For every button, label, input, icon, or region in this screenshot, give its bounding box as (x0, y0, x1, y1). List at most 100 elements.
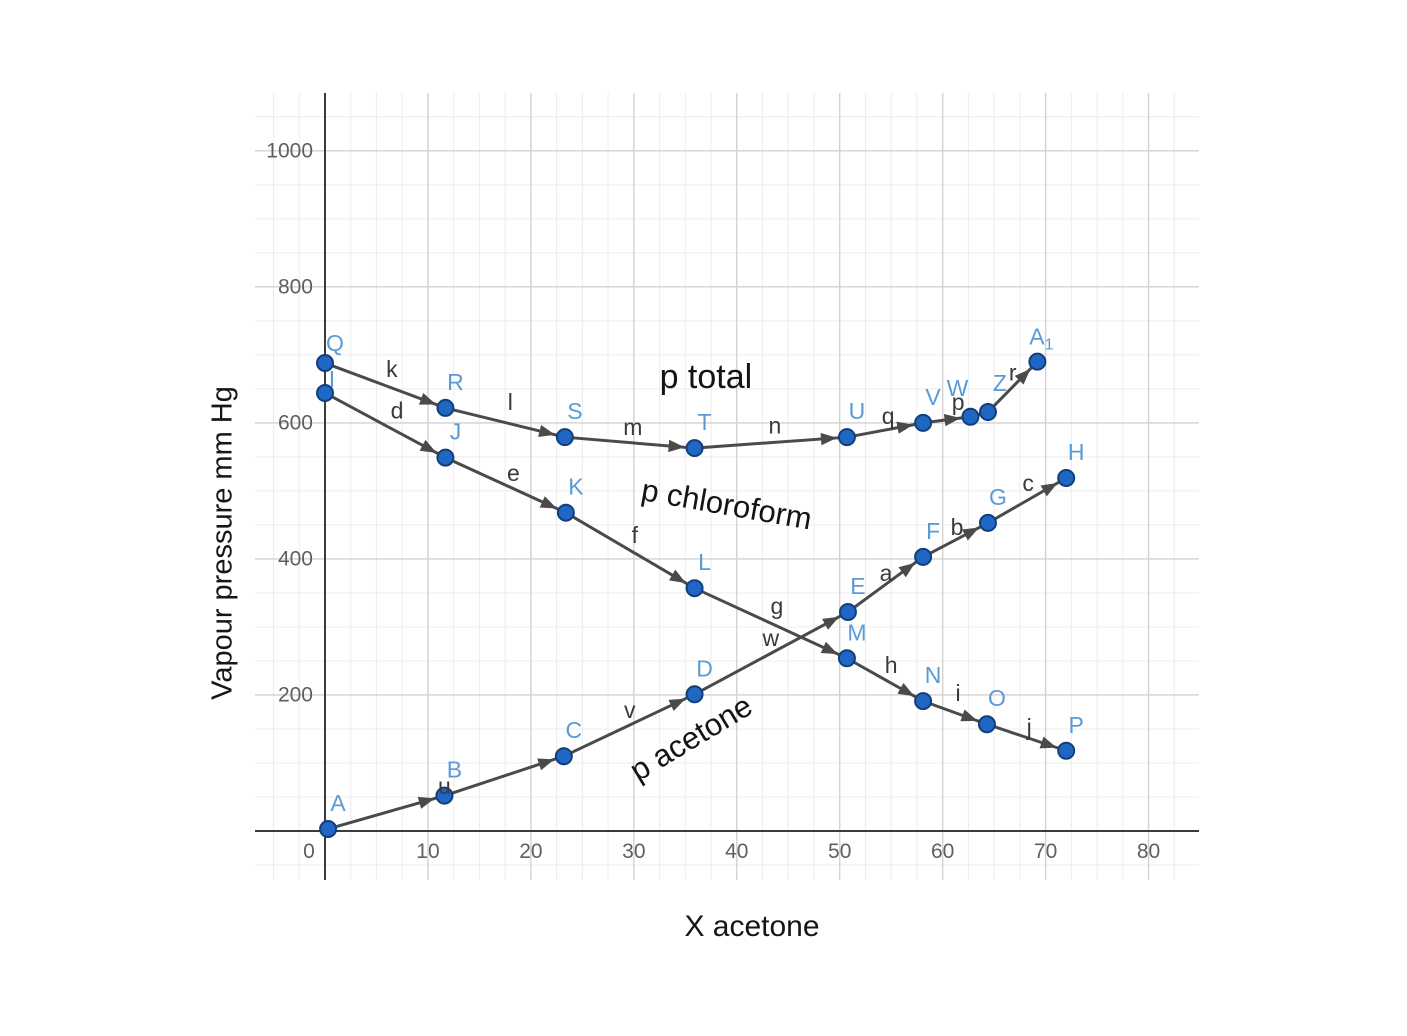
data-point-N (914, 692, 933, 711)
segment-label-j: j (1026, 714, 1032, 740)
data-point-L (685, 579, 704, 598)
data-point-I (316, 383, 335, 402)
point-label-V: V (925, 384, 941, 410)
data-point-Q (316, 354, 335, 373)
data-point-G (978, 513, 997, 532)
data-point-H (1057, 468, 1076, 487)
point-label-M: M (847, 619, 866, 645)
x-tick-label: 40 (725, 840, 748, 863)
segment-label-e: e (507, 460, 520, 486)
y-axis-title: Vapour pressure mm Hg (206, 386, 239, 700)
data-point-E (838, 602, 857, 621)
arrowhead (820, 641, 838, 655)
point-label-U: U (849, 398, 866, 424)
y-tick-label: 800 (278, 275, 313, 298)
y-tick-label: 1000 (266, 139, 313, 162)
series-p-total: Q R S T U V W Z A1 (316, 324, 1054, 458)
data-point-W (961, 407, 980, 426)
segment-label-v: v (624, 697, 636, 723)
data-point-P (1057, 741, 1076, 760)
data-point-R (436, 398, 455, 417)
point-label-Q: Q (326, 330, 344, 356)
curve-label-p-total: p total (660, 358, 753, 396)
segment-letter-labels: u v w a b c d e f g h i j k l m n q p r (386, 356, 1034, 799)
point-label-W: W (947, 375, 969, 401)
point-label-H: H (1068, 439, 1085, 465)
data-point-M (837, 649, 856, 668)
data-point-V (914, 413, 933, 432)
arrowhead (1014, 368, 1031, 385)
data-point-F (914, 547, 933, 566)
y-tick-label: 400 (278, 547, 313, 570)
point-label-A1: A1 (1029, 324, 1053, 354)
y-tick-label: 200 (278, 683, 313, 706)
curve-label-p-acetone: p acetone (624, 688, 759, 788)
arrowhead (962, 527, 980, 541)
x-axis-title: X acetone (684, 910, 820, 943)
data-point-T (685, 439, 704, 458)
point-label-R: R (447, 369, 464, 395)
point-label-B: B (447, 757, 462, 783)
data-point-K (556, 503, 575, 522)
data-point-A1 (1028, 352, 1047, 371)
point-label-Z: Z (993, 370, 1007, 396)
arrowhead (820, 432, 837, 446)
data-point-C (554, 747, 573, 766)
grid-major (255, 93, 1199, 880)
y-tick-label: 600 (278, 411, 313, 434)
segment-label-w: w (761, 625, 779, 651)
segment-label-k: k (386, 356, 398, 382)
segment-label-a: a (880, 560, 893, 586)
segment-label-d: d (391, 398, 404, 424)
point-label-S: S (567, 398, 582, 424)
tick-labels: 0 10 20 30 40 50 60 70 80 200 400 600 800 1000 (266, 139, 1160, 863)
data-point-B (435, 786, 454, 805)
arrowhead (1040, 482, 1058, 497)
arrowhead (1039, 736, 1057, 749)
point-label-L: L (698, 549, 711, 575)
x-tick-label: 10 (416, 840, 439, 863)
segment-label-r: r (1009, 360, 1017, 386)
x-tick-label: 80 (1137, 840, 1160, 863)
arrowhead (537, 758, 555, 771)
point-label-P: P (1069, 712, 1084, 738)
x-tick-label: 60 (931, 840, 954, 863)
point-label-A: A (330, 790, 346, 816)
series-p-acetone: A B C D E F G H (319, 439, 1085, 838)
arrowhead (822, 616, 840, 630)
segment-label-p: p (952, 389, 965, 415)
point-label-D: D (696, 655, 713, 681)
series-p-chloroform: I J K L M N O P (316, 366, 1084, 760)
point-label-E: E (850, 573, 865, 599)
segment-label-c: c (1022, 470, 1034, 496)
arrowhead (668, 698, 686, 712)
arrowhead (418, 393, 437, 405)
x-tick-label: 20 (519, 840, 542, 863)
arrowhead (896, 421, 914, 434)
segment-label-q: q (882, 403, 895, 429)
segment-label-f: f (632, 522, 639, 548)
arrowhead (960, 709, 978, 722)
segment-label-h: h (885, 652, 898, 678)
arrowhead (669, 569, 686, 584)
data-point-U (837, 428, 856, 447)
arrowhead (419, 439, 437, 453)
segment-label-l: l (508, 389, 513, 415)
arrowhead (897, 682, 915, 697)
x-tick-label: 50 (828, 840, 851, 863)
point-label-O: O (988, 685, 1006, 711)
segment-label-n: n (768, 413, 781, 439)
x-tick-label: 70 (1034, 840, 1057, 863)
arrowhead (539, 496, 557, 509)
point-label-I: I (329, 366, 335, 392)
data-point-S (555, 428, 574, 447)
x-tick-label: 0 (303, 840, 315, 863)
arrowhead (417, 796, 435, 809)
data-point-D (685, 685, 704, 704)
segment-label-u: u (438, 773, 451, 799)
arrowhead (538, 424, 556, 438)
point-label-G: G (989, 484, 1007, 510)
data-point-J (436, 448, 455, 467)
